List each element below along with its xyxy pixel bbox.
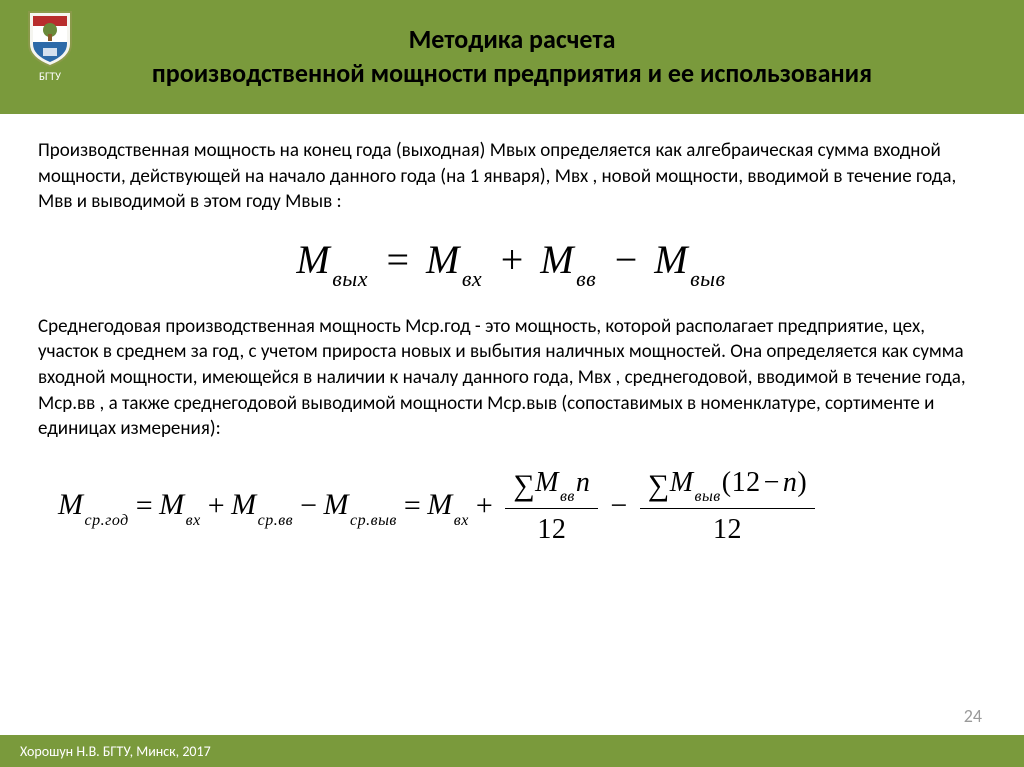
page-number: 24 — [964, 705, 982, 727]
university-logo: БГТУ — [20, 8, 80, 83]
slide-body: Производственная мощность на конец года … — [0, 114, 1024, 549]
title-line-1: Методика расчета — [152, 23, 872, 57]
slide-title: Методика расчета производственной мощнос… — [152, 23, 872, 91]
logo-label: БГТУ — [20, 70, 80, 83]
shield-icon — [25, 8, 75, 68]
paragraph-1: Производственная мощность на конец года … — [38, 138, 986, 215]
fraction-1: ∑Mввn 12 — [505, 464, 598, 549]
fraction-2: ∑Mвыв(12−n) 12 — [640, 464, 815, 549]
slide-header: БГТУ Методика расчета производственной м… — [0, 0, 1024, 114]
paragraph-2: Среднегодовая производственная мощность … — [38, 314, 986, 442]
formula-output-capacity: Mвых = Mвх + Mвв − Mвыв — [38, 233, 986, 290]
footer-text: Хорошун Н.В. БГТУ, Минск, 2017 — [20, 743, 211, 760]
formula-avg-annual-capacity: Mср.год = Mвх + Mср.вв − Mср.выв = Mвх +… — [38, 464, 986, 549]
slide-footer: Хорошун Н.В. БГТУ, Минск, 2017 — [0, 735, 1024, 767]
title-line-2: производственной мощности предприятия и … — [152, 57, 872, 91]
